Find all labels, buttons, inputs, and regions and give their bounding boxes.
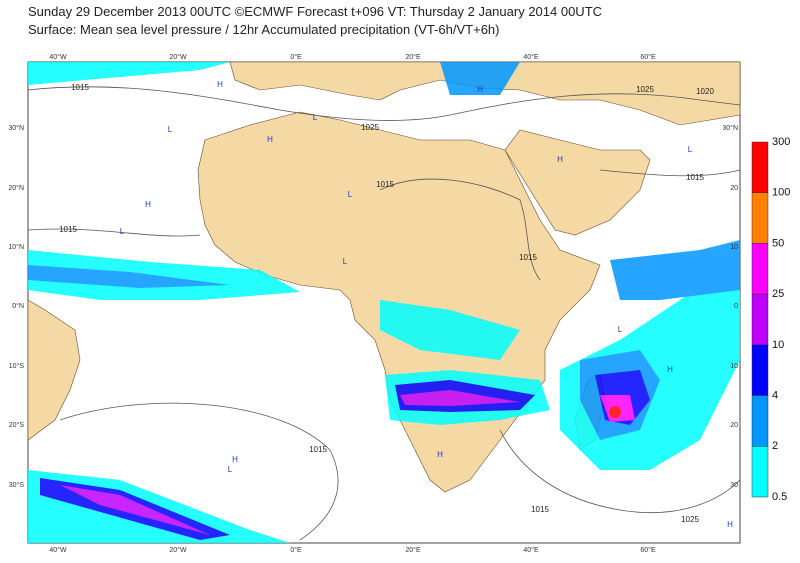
arabia — [504, 129, 651, 236]
legend-swatch — [751, 192, 769, 244]
lat-label: 10 — [730, 363, 738, 370]
lon-label: 20°W — [169, 53, 187, 61]
pressure-center: H — [667, 365, 673, 374]
legend-label: 2 — [772, 440, 778, 452]
isobar-label: 1015 — [531, 505, 549, 514]
lat-label: 20°S — [9, 421, 25, 429]
lon-label: 60°E — [640, 546, 656, 554]
lat-label: 30°N — [722, 124, 738, 132]
legend-swatch — [751, 446, 769, 498]
legend-swatch — [751, 344, 769, 396]
pressure-center: L — [313, 113, 318, 122]
lat-label: 30°S — [9, 481, 25, 489]
lon-label: 60°E — [640, 53, 656, 61]
lat-label: 30 — [730, 482, 738, 489]
isobar-label: 1025 — [636, 85, 654, 94]
lat-label: 30°N — [8, 124, 24, 132]
legend-label: 10 — [772, 339, 784, 351]
pressure-center: H — [437, 450, 443, 459]
title: Sunday 29 December 2013 00UTC ©ECMWF For… — [28, 4, 603, 19]
pressure-center: L — [120, 227, 125, 236]
isobar-label: 1020 — [696, 87, 714, 96]
isobar-label: 1015 — [309, 445, 327, 454]
isobar-label: 1025 — [681, 515, 699, 524]
pressure-center: L — [343, 257, 348, 266]
pressure-center: H — [145, 200, 151, 209]
pressure-center: H — [267, 135, 273, 144]
legend-swatch — [751, 293, 769, 346]
isobars — [27, 86, 741, 541]
isobar-label: 1015 — [71, 83, 89, 92]
pressure-center: H — [727, 520, 733, 529]
isobar-label: 1015 — [376, 180, 394, 189]
legend-label: 100 — [772, 187, 790, 199]
pressure-center: L — [618, 325, 623, 334]
pressure-center: H — [557, 155, 563, 164]
legend-label: 0.5 — [772, 491, 787, 503]
isobar-label: 1015 — [59, 225, 77, 234]
legend-swatch — [751, 395, 769, 447]
south-america — [27, 299, 81, 441]
lon-label: 40°W — [49, 53, 67, 61]
lat-label: 20 — [730, 422, 738, 429]
legend-swatch — [751, 141, 769, 193]
lat-label: 10°N — [8, 243, 24, 251]
lon-label: 40°W — [49, 546, 67, 554]
lat-label: 20 — [730, 185, 738, 192]
lat-label: 10 — [730, 244, 738, 251]
lon-label: 40°E — [523, 546, 539, 554]
pressure-center: H — [477, 85, 483, 94]
legend-label: 4 — [772, 389, 778, 401]
lat-label: 0 — [734, 303, 738, 310]
legend-label: 300 — [772, 136, 790, 148]
subtitle: Surface: Mean sea level pressure / 12hr … — [28, 22, 500, 37]
pressure-center: L — [688, 145, 693, 154]
lat-label: 0°N — [12, 302, 24, 310]
pressure-center: H — [232, 455, 238, 464]
isobar-label: 1025 — [361, 123, 379, 132]
legend-label: 50 — [772, 237, 784, 249]
pressure-center: L — [348, 190, 353, 199]
lon-label: 20°W — [169, 546, 187, 554]
lon-label: 0°E — [290, 546, 302, 554]
lon-label: 20°E — [405, 546, 421, 554]
pressure-center: H — [217, 80, 223, 89]
isobar-label: 1015 — [686, 173, 704, 182]
lon-label: 0°E — [290, 53, 302, 61]
lat-label: 10°S — [9, 362, 25, 370]
lon-label: 40°E — [523, 53, 539, 61]
precipitation — [28, 62, 740, 543]
legend-swatch — [751, 243, 769, 295]
pressure-center: L — [228, 465, 233, 474]
lat-label: 20°N — [8, 184, 24, 192]
pressure-center: L — [168, 125, 173, 134]
legend-label: 25 — [772, 288, 784, 300]
isobar-label: 1015 — [519, 253, 537, 262]
lon-label: 20°E — [405, 53, 421, 61]
